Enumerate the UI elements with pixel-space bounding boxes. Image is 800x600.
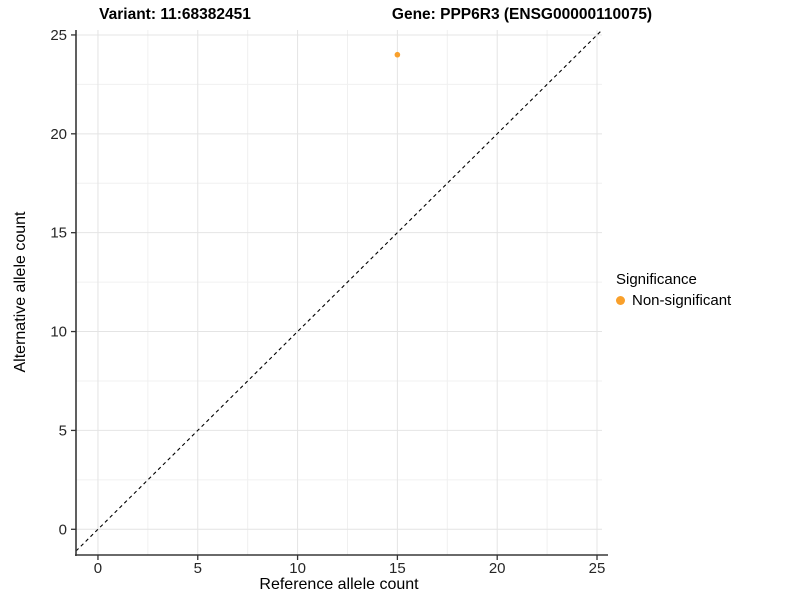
y-tick-label: 20 xyxy=(50,126,67,143)
x-axis-title: Reference allele count xyxy=(259,576,419,593)
x-tick-label: 15 xyxy=(389,560,406,577)
legend-item-label: Non-significant xyxy=(632,292,732,309)
y-tick-label: 25 xyxy=(50,27,67,44)
legend: Significance Non-significant xyxy=(616,271,731,309)
x-tick-label: 0 xyxy=(94,560,102,577)
x-tick-label: 20 xyxy=(489,560,506,577)
y-tick-label: 0 xyxy=(59,521,67,538)
data-point xyxy=(394,51,401,58)
legend-title: Significance xyxy=(616,271,697,288)
y-axis-title: Alternative allele count xyxy=(12,211,29,373)
x-tick-label: 5 xyxy=(194,560,202,577)
identity-line xyxy=(75,29,603,552)
x-tick-label: 25 xyxy=(589,560,606,577)
legend-item: Non-significant xyxy=(616,292,731,309)
gene-title: Gene: PPP6R3 (ENSG00000110075) xyxy=(391,6,653,23)
y-tick-label: 5 xyxy=(59,422,67,439)
point-swatch-icon xyxy=(616,296,625,305)
y-tick-label: 15 xyxy=(50,225,67,242)
x-tick-label: 10 xyxy=(289,560,306,577)
y-tick-label: 10 xyxy=(50,324,67,341)
variant-title: Variant: 11:68382451 xyxy=(99,6,251,23)
